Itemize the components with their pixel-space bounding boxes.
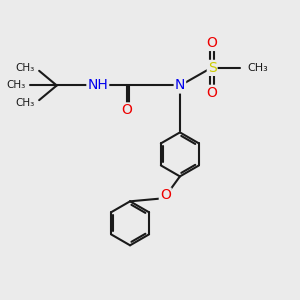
Text: N: N: [175, 79, 185, 92]
Text: O: O: [207, 86, 218, 100]
Text: O: O: [160, 188, 171, 203]
Text: CH₃: CH₃: [16, 98, 35, 108]
Text: CH₃: CH₃: [7, 80, 26, 91]
Text: CH₃: CH₃: [248, 63, 268, 73]
Text: O: O: [122, 103, 133, 117]
Text: S: S: [208, 61, 217, 75]
Text: CH₃: CH₃: [16, 63, 35, 73]
Text: NH: NH: [87, 79, 108, 92]
Text: O: O: [207, 36, 218, 50]
